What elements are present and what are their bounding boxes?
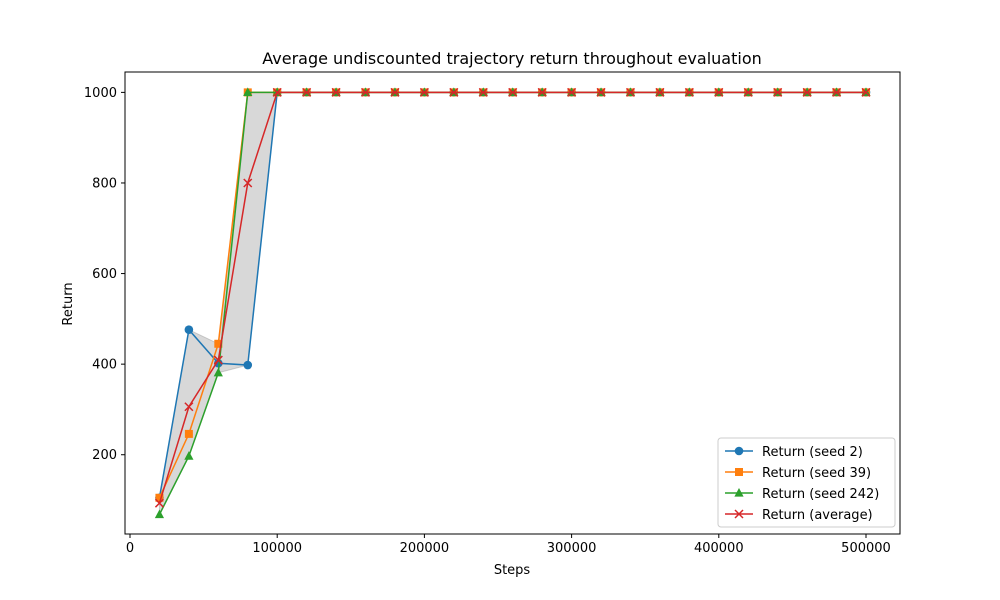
data-point bbox=[743, 87, 753, 97]
data-point bbox=[184, 451, 194, 460]
data-point bbox=[243, 360, 253, 370]
legend-box bbox=[717, 437, 896, 528]
data-point bbox=[155, 493, 164, 502]
data-point bbox=[302, 87, 312, 97]
x-tick-label: 100000 bbox=[252, 541, 302, 556]
data-point bbox=[243, 178, 253, 188]
data-point bbox=[832, 87, 842, 97]
data-point bbox=[567, 87, 577, 97]
data-point bbox=[684, 87, 694, 97]
y-tick-label: 600 bbox=[92, 267, 117, 282]
legend-label: Return (seed 39) bbox=[762, 466, 871, 481]
data-point bbox=[508, 87, 518, 97]
data-point bbox=[419, 87, 429, 97]
data-point bbox=[390, 87, 400, 97]
data-point bbox=[449, 87, 459, 97]
data-point bbox=[184, 325, 194, 335]
x-tick-label: 0 bbox=[126, 541, 134, 556]
legend-entry: Return (seed 39) bbox=[725, 466, 871, 481]
data-point bbox=[213, 355, 223, 365]
data-point bbox=[478, 87, 488, 97]
legend-label: Return (seed 2) bbox=[762, 445, 863, 460]
data-point bbox=[184, 429, 193, 438]
chart-title: Average undiscounted trajectory return t… bbox=[262, 49, 762, 68]
data-point bbox=[625, 87, 636, 97]
data-point bbox=[537, 87, 547, 97]
data-point bbox=[331, 87, 341, 97]
x-tick-label: 300000 bbox=[547, 541, 597, 556]
data-point bbox=[655, 87, 665, 97]
y-axis-label: Return bbox=[61, 282, 76, 325]
legend-entry: Return (seed 242) bbox=[725, 487, 879, 502]
data-point bbox=[714, 87, 724, 97]
legend-marker bbox=[734, 509, 744, 519]
legend-label: Return (seed 242) bbox=[762, 487, 879, 502]
data-point bbox=[861, 87, 871, 97]
data-point bbox=[802, 87, 812, 97]
x-axis-label: Steps bbox=[494, 563, 531, 578]
y-tick-label: 400 bbox=[92, 358, 117, 373]
legend-marker bbox=[734, 488, 744, 497]
data-point bbox=[596, 87, 606, 97]
data-point bbox=[243, 87, 253, 96]
data-point bbox=[154, 509, 165, 519]
x-tick-label: 500000 bbox=[841, 541, 891, 556]
legend-marker bbox=[734, 446, 744, 456]
data-point bbox=[360, 87, 371, 97]
legend-entry: Return (average) bbox=[725, 508, 873, 523]
y-tick-label: 800 bbox=[92, 176, 117, 191]
data-point bbox=[154, 498, 164, 508]
plot-frame bbox=[124, 71, 901, 535]
data-point bbox=[214, 339, 223, 348]
legend-entry: Return (seed 2) bbox=[725, 445, 863, 460]
data-point bbox=[214, 358, 223, 368]
data-point bbox=[184, 402, 194, 412]
y-tick-label: 1000 bbox=[84, 86, 117, 101]
x-tick-label: 200000 bbox=[400, 541, 450, 556]
data-point bbox=[773, 87, 783, 97]
legend-marker bbox=[735, 468, 743, 476]
series-4 bbox=[154, 87, 871, 508]
x-tick-label: 400000 bbox=[694, 541, 744, 556]
data-point bbox=[213, 367, 223, 377]
y-tick-label: 200 bbox=[92, 448, 117, 463]
data-point bbox=[272, 87, 282, 97]
legend-label: Return (average) bbox=[762, 508, 873, 523]
